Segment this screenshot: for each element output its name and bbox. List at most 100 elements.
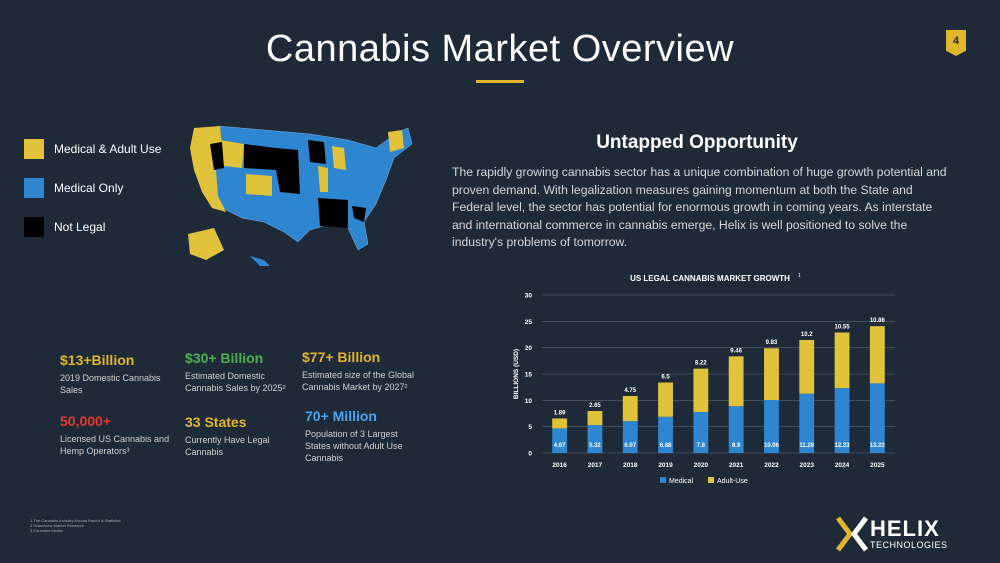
data-label: 4.67 <box>554 443 566 449</box>
stat-value: $30+ Billion <box>185 350 264 366</box>
data-label: 11.26 <box>799 443 814 449</box>
stat-value: $13+Billion <box>60 352 135 368</box>
x-tick-label: 2018 <box>623 462 638 469</box>
data-label: 13.22 <box>870 443 886 449</box>
title-underline <box>476 80 524 83</box>
chart-title-superscript: 1 <box>798 273 801 279</box>
data-label: 4.75 <box>624 388 636 394</box>
map-mountain <box>220 140 244 168</box>
bar-adult-use <box>834 332 850 389</box>
stat-value: 70+ Million <box>305 408 377 424</box>
page-number-badge: 4 <box>946 30 966 56</box>
data-label: 10.2 <box>801 332 813 338</box>
stat-desc: Licensed US Cannabis and Hemp Operators³ <box>60 434 170 456</box>
stat-operators: 50,000+ Licensed US Cannabis and Hemp Op… <box>60 413 170 457</box>
stat-value: 50,000+ <box>60 413 111 429</box>
data-label: 9.83 <box>766 340 778 346</box>
legend-label: Not Legal <box>54 220 106 234</box>
map-not-legal-dakotas-kansas <box>276 148 300 194</box>
map-not-legal-wisconsin <box>308 140 326 164</box>
us-map <box>188 125 413 266</box>
data-label: 2.65 <box>589 403 601 409</box>
bar-medical <box>693 411 709 453</box>
bar-adult-use <box>693 368 709 412</box>
legend-label: Adult-Use <box>717 478 748 485</box>
legend-swatch <box>24 178 44 198</box>
logo-sub: TECHNOLOGIES <box>870 540 948 550</box>
x-tick-label: 2017 <box>588 462 603 469</box>
bar-adult-use <box>728 356 744 407</box>
y-tick-label: 15 <box>525 372 533 379</box>
data-label: 12.33 <box>835 443 851 449</box>
legend-item-medical-only: Medical Only <box>24 178 123 198</box>
map-not-legal-sc <box>352 206 366 222</box>
footnote: 2 Grandview Market Research <box>30 523 85 528</box>
data-label: 8.22 <box>695 361 707 367</box>
bar-adult-use <box>552 418 568 429</box>
stat-population: 70+ Million Population of 3 Largest Stat… <box>305 408 415 464</box>
data-label: 9.46 <box>730 348 742 354</box>
x-tick-label: 2019 <box>658 462 673 469</box>
stat-desc: Currently Have Legal Cannabis <box>185 435 270 457</box>
map-colorado <box>246 174 272 196</box>
data-label: 7.8 <box>697 443 706 449</box>
footnote: 3 Cannabis Media <box>30 528 63 533</box>
map-alaska <box>188 228 224 260</box>
x-tick-label: 2016 <box>552 462 567 469</box>
legend-label: Medical Only <box>54 181 124 195</box>
logo-brand: HELIX <box>870 516 940 541</box>
legend-swatch <box>24 217 44 237</box>
y-axis-label: BILLIONS (USD) <box>513 349 520 399</box>
y-tick-label: 5 <box>528 424 532 431</box>
legend-item-not-legal: Not Legal <box>24 217 105 237</box>
chart-title: US LEGAL CANNABIS MARKET GROWTH <box>630 274 790 283</box>
map-illinois <box>318 166 328 192</box>
legend-label: Medical <box>669 478 694 485</box>
bar-medical <box>799 393 815 453</box>
legend-item-medical-adult: Medical & Adult Use <box>24 139 161 159</box>
helix-logo: HELIX TECHNOLOGIES <box>836 516 966 552</box>
bar-adult-use <box>764 348 779 401</box>
footnotes: 1 The Cannabis Industry Annual Report & … <box>30 518 121 533</box>
bar-medical <box>764 400 779 453</box>
bar-medical <box>587 424 603 453</box>
stat-domestic-sales: $13+Billion 2019 Domestic Cannabis Sales <box>60 352 170 396</box>
legend-swatch <box>708 477 714 483</box>
data-label: 6.07 <box>624 443 636 449</box>
bar-adult-use <box>658 382 673 417</box>
helix-logo-icon <box>836 516 868 552</box>
legend-swatch <box>660 477 666 483</box>
bar-medical <box>834 388 850 453</box>
bar-adult-use <box>869 326 885 384</box>
map-hawaii <box>250 256 270 266</box>
legend-swatch <box>24 139 44 159</box>
data-label: 10.86 <box>870 318 886 324</box>
stat-desc: Estimated Domestic Cannabis Sales by 202… <box>185 371 286 393</box>
footnote: 1 The Cannabis Industry Annual Report & … <box>30 518 121 523</box>
stat-global-market: $77+ Billion Estimated size of the Globa… <box>302 349 420 393</box>
page-title: Cannabis Market Overview <box>265 28 735 70</box>
stat-value: $77+ Billion <box>302 349 381 365</box>
bar-medical <box>622 421 638 453</box>
bar-adult-use <box>799 339 815 394</box>
intro-paragraph: The rapidly growing cannabis sector has … <box>452 165 947 249</box>
data-label: 10.55 <box>835 324 851 330</box>
stat-desc: 2019 Domestic Cannabis Sales <box>60 373 161 395</box>
market-growth-chart: US LEGAL CANNABIS MARKET GROWTH 105101520… <box>513 273 895 485</box>
data-label: 8.9 <box>732 443 741 449</box>
bar-medical <box>728 406 744 453</box>
map-not-legal-idaho <box>210 142 224 170</box>
y-tick-label: 10 <box>525 398 533 405</box>
data-label: 6.5 <box>661 375 670 381</box>
bar-medical <box>658 416 673 453</box>
stat-legal-states: 33 States Currently Have Legal Cannabis <box>185 414 285 458</box>
y-tick-label: 0 <box>528 451 532 458</box>
map-northeast <box>388 130 404 152</box>
map-not-legal-southeast <box>318 198 348 228</box>
bar-adult-use <box>622 396 638 422</box>
data-label: 10.06 <box>764 443 780 449</box>
y-tick-label: 20 <box>525 345 533 352</box>
bar-medical <box>552 428 568 453</box>
stat-desc: Estimated size of the Global Cannabis Ma… <box>302 370 415 392</box>
data-label: 5.32 <box>589 443 601 449</box>
